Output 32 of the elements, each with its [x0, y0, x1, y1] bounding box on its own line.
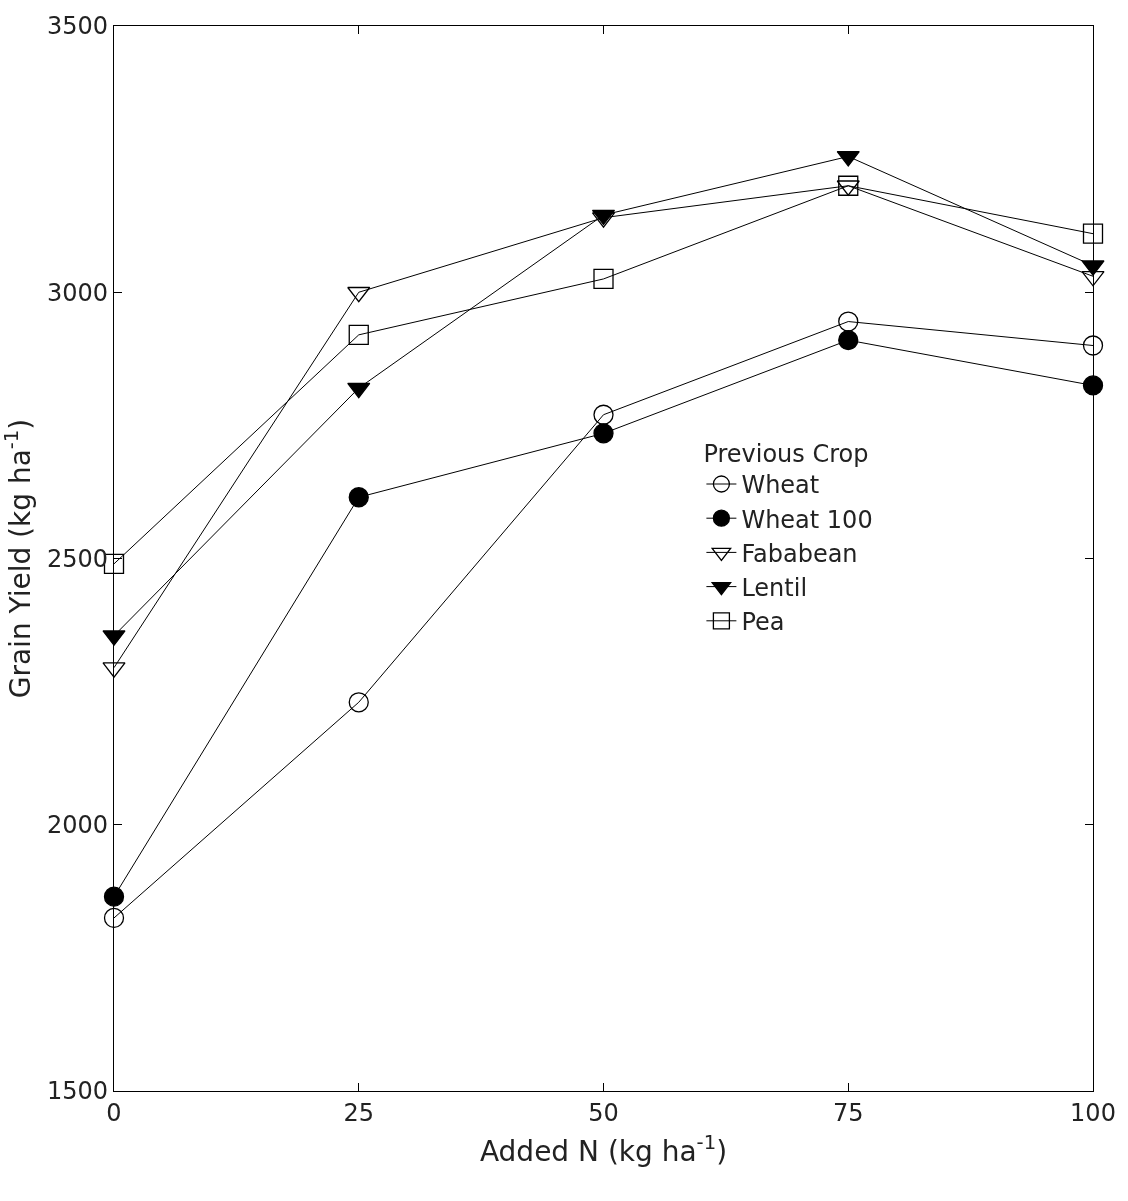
- point: [593, 423, 614, 444]
- legend-label: Lentil: [741, 573, 808, 602]
- point: [103, 907, 125, 929]
- y-tick-label: 2000: [47, 811, 109, 840]
- point: [593, 268, 614, 290]
- y-tick-label: 1500: [47, 1077, 109, 1106]
- point: [1082, 375, 1104, 396]
- y-tick-label: 3000: [47, 278, 109, 307]
- x-tick-label: 50: [588, 1098, 619, 1127]
- point: [1082, 223, 1104, 244]
- point: [348, 487, 369, 508]
- x-tick-label: 75: [832, 1098, 864, 1127]
- point: [838, 330, 859, 351]
- point: [347, 382, 371, 399]
- legend-label: Fababean: [741, 539, 858, 568]
- point: [348, 324, 369, 345]
- x-tick-label: 100: [1070, 1098, 1116, 1127]
- legend-label: Wheat: [741, 471, 820, 500]
- point: [1082, 335, 1104, 356]
- y-tick-label: 3500: [47, 12, 109, 41]
- point: [348, 692, 369, 713]
- x-tick-label: 25: [343, 1098, 375, 1127]
- point: [103, 886, 125, 907]
- point: [593, 404, 614, 425]
- x-tick-label: 0: [106, 1098, 122, 1127]
- point: [1081, 270, 1105, 287]
- legend-title: Previous Crop: [703, 439, 869, 468]
- legend-label: Wheat 100: [741, 505, 873, 534]
- x-axis-title: Added N (kg ha$^{-1}$): [479, 1131, 728, 1168]
- point: [838, 311, 859, 332]
- point: [347, 286, 371, 303]
- legend-label: Pea: [741, 608, 785, 637]
